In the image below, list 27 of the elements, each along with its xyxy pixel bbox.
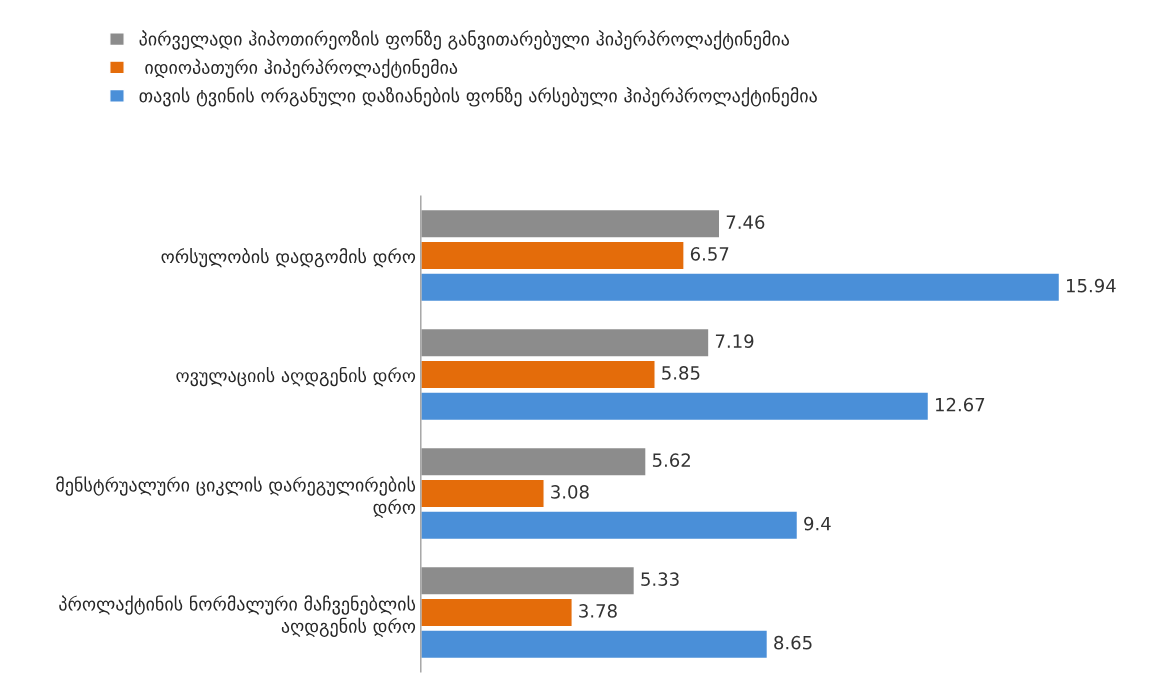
bar: [420, 240, 685, 271]
bar: [420, 629, 769, 660]
bar: [420, 272, 1061, 303]
bar: [420, 597, 573, 628]
legend-label: თავის ტვინის ორგანული დაზიანების ფონზე არსებული ჰიპერპროლაქტინემია: [139, 87, 817, 107]
legend-label: იდიოპათური ჰიპერპროლაქტინემია: [145, 58, 458, 79]
bar: [420, 478, 545, 509]
legend-label: პირველადი ჰიპოთირეოზის ფონზე განვითარებული ჰიპერპროლაქტინემია: [139, 30, 790, 50]
data-label: 12.67: [935, 397, 985, 412]
y-tick-label: ოვულაციის აღდგენის დრო: [176, 366, 416, 387]
data-label: 5.85: [662, 366, 700, 380]
data-label: 15.94: [1067, 278, 1116, 293]
data-label: 3.78: [579, 604, 617, 618]
data-label: 6.57: [690, 247, 729, 261]
y-tick-label: პროლაქტინის ნორმალური მაჩვენებლის აღდგენის დრო: [59, 595, 416, 637]
data-label: 5.33: [641, 572, 679, 587]
bar: [420, 359, 656, 390]
data-label: 5.62: [652, 453, 690, 468]
data-label: 7.19: [715, 334, 754, 349]
y-tick-label: ორსულობის დადგომის დრო: [161, 247, 416, 268]
bar: [420, 391, 930, 422]
data-label: 9.4: [804, 516, 831, 531]
data-label: 8.65: [774, 635, 812, 650]
bar: [420, 510, 799, 541]
y-tick-label: მენსტრუალური ციკლის დარეგულირების დრო: [56, 476, 416, 518]
data-label: 7.46: [726, 215, 765, 230]
data-label: 3.08: [551, 485, 589, 499]
